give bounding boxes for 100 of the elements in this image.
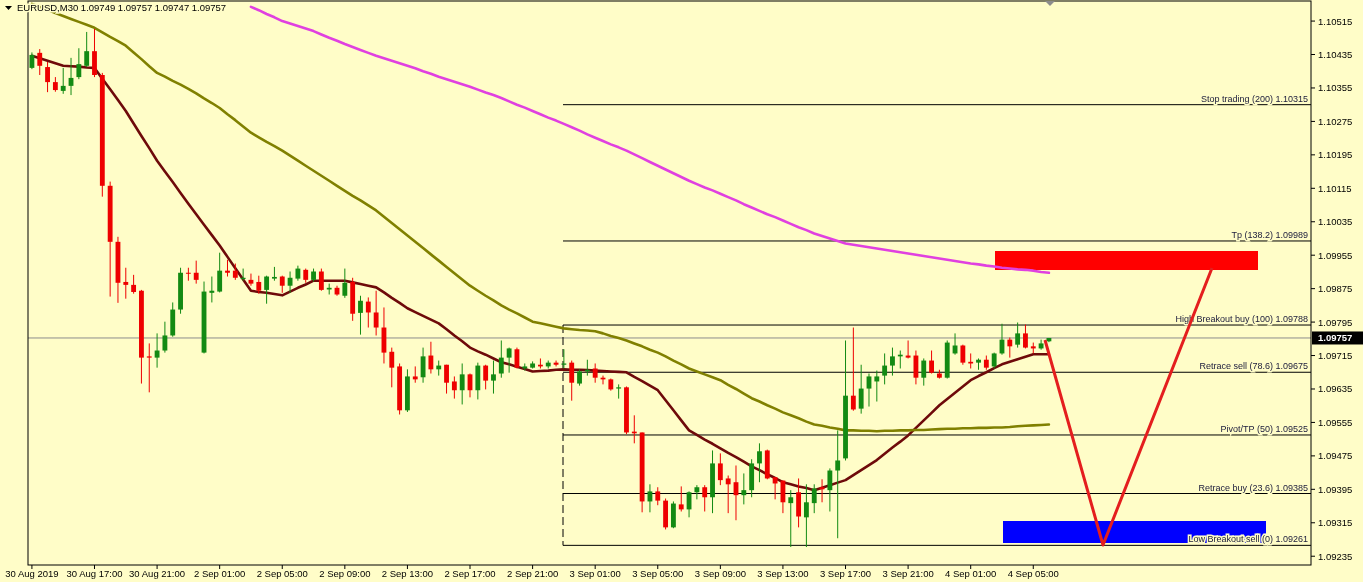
y-tick-label: 1.09475	[1318, 450, 1353, 462]
y-tick-label: 1.09635	[1318, 383, 1353, 395]
candlestick	[358, 295, 363, 336]
candlestick	[741, 472, 747, 505]
candlestick	[162, 321, 168, 354]
candlestick	[858, 364, 864, 415]
x-tick-label: 2 Sep 17:00	[444, 568, 496, 579]
candlestick	[76, 47, 82, 80]
x-tick-label: 4 Sep 05:00	[1007, 568, 1059, 579]
ref-line-label: Pivot/TP (50) 1.09525	[1220, 423, 1308, 434]
y-tick-label: 1.10435	[1318, 49, 1353, 61]
y-tick-label: 1.10515	[1318, 15, 1353, 27]
candlestick	[717, 452, 723, 486]
candlestick	[217, 252, 223, 293]
candlestick	[890, 347, 895, 377]
x-tick-label: 3 Sep 21:00	[882, 568, 934, 579]
candlestick	[373, 290, 379, 336]
candlestick	[92, 28, 97, 78]
ref-line-label: Stop trading (200) 1.10315	[1200, 93, 1308, 104]
candlestick	[616, 383, 622, 400]
x-tick-label: 3 Sep 09:00	[694, 568, 746, 579]
candlestick	[827, 467, 833, 512]
candlestick	[702, 484, 708, 512]
candlestick	[670, 500, 676, 529]
candlestick	[678, 485, 684, 512]
y-tick-label: 1.10035	[1318, 216, 1353, 228]
candlestick	[84, 31, 90, 68]
candlestick	[264, 275, 270, 305]
candlestick	[498, 339, 504, 379]
candlestick	[365, 296, 371, 329]
y-tick-label: 1.10355	[1318, 82, 1353, 94]
ref-line-label: Retrace buy (23.6) 1.09385	[1198, 482, 1308, 493]
candlestick	[185, 267, 191, 282]
candlestick	[811, 483, 817, 514]
candlestick	[874, 370, 880, 403]
candlestick	[921, 357, 927, 387]
y-tick-label: 1.09795	[1318, 316, 1353, 328]
x-tick-label: 2 Sep 21:00	[506, 568, 559, 579]
candlestick	[803, 483, 809, 548]
y-tick-label: 1.09715	[1318, 350, 1353, 362]
y-tick-label: 1.09555	[1318, 416, 1353, 428]
candlestick	[835, 429, 841, 539]
candlestick	[45, 61, 50, 93]
candlestick	[1015, 322, 1021, 349]
candlestick	[561, 348, 567, 369]
x-tick-label: 3 Sep 01:00	[569, 568, 621, 579]
candlestick	[1038, 339, 1044, 351]
x-tick-label: 2 Sep 05:00	[256, 568, 308, 579]
candlestick	[1007, 337, 1013, 359]
x-tick-label: 3 Sep 05:00	[632, 568, 684, 579]
y-tick-label: 1.09395	[1318, 483, 1353, 495]
candlestick	[444, 364, 449, 395]
y-tick-label: 1.09315	[1318, 517, 1353, 529]
x-tick-label: 2 Sep 09:00	[319, 568, 371, 579]
line-series	[249, 5, 1051, 275]
x-tick-label: 2 Sep 01:00	[194, 568, 246, 579]
candlestick	[506, 347, 512, 374]
candlestick	[592, 362, 598, 384]
x-tick-label: 30 Aug 2019	[5, 568, 59, 579]
candlestick	[287, 271, 293, 294]
candlestick	[37, 48, 43, 76]
y-tick-label: 1.09955	[1318, 249, 1353, 261]
candlestick	[193, 260, 199, 285]
candlestick	[342, 268, 348, 299]
candlestick	[209, 276, 215, 303]
candlestick	[428, 341, 434, 375]
y-tick-label: 1.10115	[1318, 182, 1352, 194]
candlestick	[491, 360, 496, 395]
ref-line-label: Tp (138.2) 1.09989	[1231, 229, 1308, 240]
x-tick-label: 30 Aug 17:00	[66, 568, 123, 579]
candlestick	[451, 375, 457, 400]
candlestick	[154, 332, 160, 369]
y-tick-label: 1.10195	[1318, 149, 1353, 161]
x-tick-label: 3 Sep 13:00	[757, 568, 809, 579]
ref-line-label: 1.09757	[1318, 332, 1353, 344]
candlestick	[569, 360, 575, 402]
x-tick-label: 2 Sep 13:00	[381, 568, 434, 579]
candlestick	[459, 362, 465, 405]
candlestick	[960, 344, 966, 366]
candlestick	[725, 475, 731, 514]
candlestick	[772, 476, 778, 500]
y-tick-label: 1.09875	[1318, 283, 1353, 295]
candlestick	[60, 67, 66, 95]
x-tick-label: 3 Sep 17:00	[819, 568, 872, 579]
candlestick	[788, 489, 794, 548]
y-tick-label: 1.10275	[1318, 115, 1353, 127]
candlestick	[694, 484, 700, 500]
x-tick-label: 30 Aug 21:00	[129, 568, 186, 579]
candlestick	[318, 268, 324, 292]
candlestick	[929, 350, 934, 375]
x-tick-label: 4 Sep 01:00	[945, 568, 997, 579]
candlestick	[905, 339, 911, 359]
candlestick	[850, 327, 856, 412]
y-tick-label: 1.09235	[1318, 550, 1353, 562]
ref-line-label: Retrace sell (78.6) 1.09675	[1199, 361, 1308, 372]
candlestick	[146, 342, 152, 393]
candlestick	[882, 352, 888, 385]
candlestick	[123, 267, 129, 300]
candlestick	[131, 274, 137, 295]
candlestick	[757, 442, 762, 483]
